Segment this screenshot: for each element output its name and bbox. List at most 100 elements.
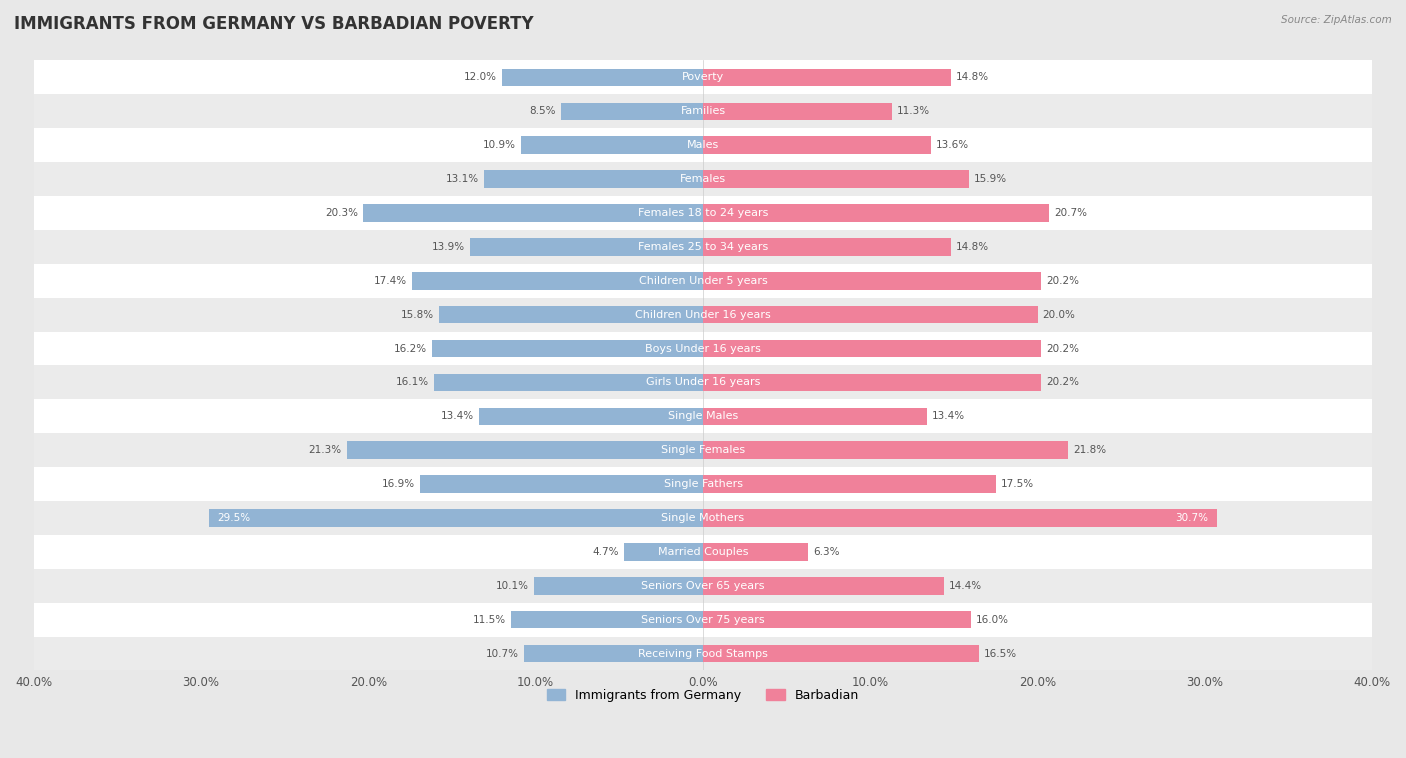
Text: 15.9%: 15.9% [974,174,1007,184]
Text: 16.2%: 16.2% [394,343,427,353]
Bar [510,611,703,628]
Text: 4.7%: 4.7% [593,547,619,557]
Bar [502,69,703,86]
Bar [209,509,703,527]
Text: 20.2%: 20.2% [1046,377,1078,387]
Text: Receiving Food Stamps: Receiving Food Stamps [638,649,768,659]
FancyBboxPatch shape [34,365,1372,399]
Text: Children Under 5 years: Children Under 5 years [638,276,768,286]
FancyBboxPatch shape [34,298,1372,331]
Text: Source: ZipAtlas.com: Source: ZipAtlas.com [1281,15,1392,25]
Text: 14.8%: 14.8% [956,73,988,83]
FancyBboxPatch shape [34,434,1372,467]
Bar [534,577,703,594]
Text: 16.1%: 16.1% [395,377,429,387]
Text: 29.5%: 29.5% [218,513,250,523]
Text: 13.9%: 13.9% [432,242,465,252]
FancyBboxPatch shape [34,162,1372,196]
Text: 16.9%: 16.9% [382,479,415,489]
FancyBboxPatch shape [34,568,1372,603]
Text: Seniors Over 65 years: Seniors Over 65 years [641,581,765,590]
Text: 17.5%: 17.5% [1001,479,1033,489]
Text: 14.4%: 14.4% [949,581,983,590]
Text: 20.3%: 20.3% [325,208,359,218]
FancyBboxPatch shape [34,637,1372,671]
Text: 30.7%: 30.7% [1175,513,1208,523]
Bar [703,441,1067,459]
Bar [624,543,703,561]
Text: Poverty: Poverty [682,73,724,83]
Text: Single Males: Single Males [668,412,738,421]
Bar [412,272,703,290]
Text: 13.6%: 13.6% [935,140,969,150]
Bar [524,645,703,662]
Text: 20.7%: 20.7% [1054,208,1087,218]
Text: Children Under 16 years: Children Under 16 years [636,310,770,320]
Bar [478,408,703,425]
Text: 15.8%: 15.8% [401,310,433,320]
Text: 20.0%: 20.0% [1043,310,1076,320]
Bar [439,305,703,324]
Text: 21.3%: 21.3% [308,445,342,456]
Bar [433,374,703,391]
Text: Girls Under 16 years: Girls Under 16 years [645,377,761,387]
FancyBboxPatch shape [34,264,1372,298]
Text: 12.0%: 12.0% [464,73,498,83]
Bar [703,645,979,662]
Text: Single Fathers: Single Fathers [664,479,742,489]
FancyBboxPatch shape [34,94,1372,128]
Bar [703,238,950,255]
Bar [703,102,893,120]
FancyBboxPatch shape [34,196,1372,230]
Bar [703,408,928,425]
Text: IMMIGRANTS FROM GERMANY VS BARBADIAN POVERTY: IMMIGRANTS FROM GERMANY VS BARBADIAN POV… [14,15,534,33]
Text: 21.8%: 21.8% [1073,445,1107,456]
Bar [703,171,969,188]
FancyBboxPatch shape [34,230,1372,264]
Bar [703,374,1040,391]
Text: 20.2%: 20.2% [1046,343,1078,353]
Bar [420,475,703,493]
FancyBboxPatch shape [34,128,1372,162]
Bar [703,577,943,594]
Bar [703,340,1040,357]
Text: Single Females: Single Females [661,445,745,456]
Legend: Immigrants from Germany, Barbadian: Immigrants from Germany, Barbadian [541,684,865,707]
Text: 13.4%: 13.4% [932,412,966,421]
Text: Females: Females [681,174,725,184]
Text: 10.9%: 10.9% [482,140,516,150]
Text: 10.7%: 10.7% [486,649,519,659]
FancyBboxPatch shape [34,501,1372,535]
Text: 14.8%: 14.8% [956,242,988,252]
FancyBboxPatch shape [34,535,1372,568]
Bar [346,441,703,459]
Text: 8.5%: 8.5% [529,106,555,116]
Text: Families: Families [681,106,725,116]
Bar [363,204,703,222]
Bar [703,69,950,86]
Text: Females 25 to 34 years: Females 25 to 34 years [638,242,768,252]
FancyBboxPatch shape [34,61,1372,94]
Bar [703,305,1038,324]
Text: Boys Under 16 years: Boys Under 16 years [645,343,761,353]
FancyBboxPatch shape [34,603,1372,637]
Bar [703,543,808,561]
Bar [703,272,1040,290]
Text: Seniors Over 75 years: Seniors Over 75 years [641,615,765,625]
Bar [561,102,703,120]
Text: Single Mothers: Single Mothers [661,513,745,523]
Text: 16.0%: 16.0% [976,615,1008,625]
Bar [520,136,703,154]
FancyBboxPatch shape [34,467,1372,501]
Bar [471,238,703,255]
Text: 11.5%: 11.5% [472,615,506,625]
Text: Married Couples: Married Couples [658,547,748,557]
Text: Males: Males [688,140,718,150]
Text: Females 18 to 24 years: Females 18 to 24 years [638,208,768,218]
Text: 6.3%: 6.3% [814,547,839,557]
Bar [703,611,970,628]
Text: 10.1%: 10.1% [496,581,529,590]
Bar [703,204,1049,222]
Text: 17.4%: 17.4% [374,276,406,286]
Text: 13.4%: 13.4% [440,412,474,421]
